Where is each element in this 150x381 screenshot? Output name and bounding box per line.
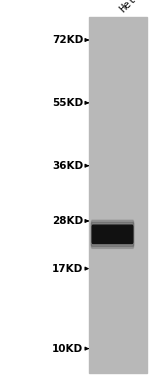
Text: 36KD: 36KD [52, 161, 83, 171]
Text: 55KD: 55KD [52, 98, 83, 108]
Bar [89, 17, 147, 373]
FancyBboxPatch shape [91, 222, 134, 247]
FancyBboxPatch shape [91, 220, 134, 248]
Text: Hela: Hela [118, 0, 142, 14]
FancyBboxPatch shape [92, 225, 133, 243]
Text: 28KD: 28KD [52, 216, 83, 226]
Text: 10KD: 10KD [52, 344, 83, 354]
Text: 17KD: 17KD [52, 264, 83, 274]
Text: 72KD: 72KD [52, 35, 83, 45]
